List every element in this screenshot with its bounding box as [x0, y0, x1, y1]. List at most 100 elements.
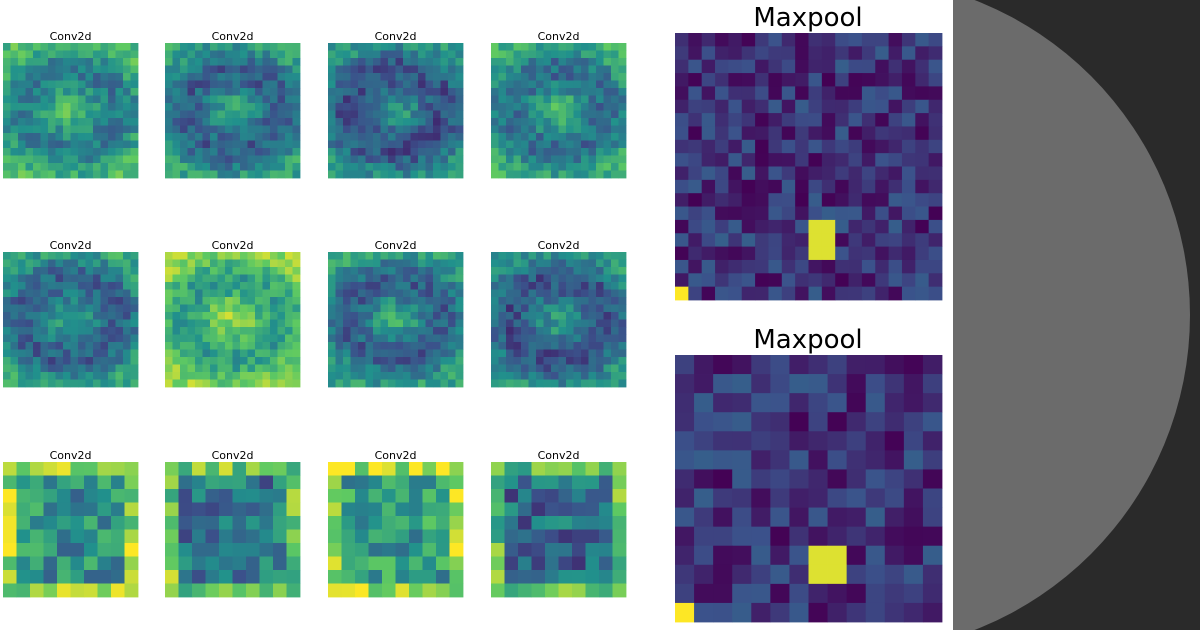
heatmap-cell: [861, 259, 876, 274]
heatmap-cell: [436, 543, 450, 557]
heatmap-cell: [217, 170, 226, 179]
heatmap-cell: [425, 133, 434, 141]
heatmap-cell: [491, 364, 499, 373]
heatmap-cell: [292, 259, 301, 268]
heatmap-cell: [70, 319, 79, 328]
heatmap-cell: [506, 163, 514, 171]
heatmap-cell: [618, 342, 627, 350]
heatmap-cell: [875, 153, 889, 167]
heatmap-cell: [422, 516, 437, 530]
heatmap-cell: [292, 364, 301, 373]
heatmap-cell: [395, 282, 404, 290]
heatmap-cell: [165, 529, 179, 544]
heatmap-cell: [350, 379, 359, 388]
heatmap-cell: [448, 140, 456, 149]
heatmap-cell: [611, 133, 619, 141]
heatmap-cell: [581, 259, 589, 268]
heatmap-cell: [18, 319, 26, 328]
heatmap-cell: [795, 286, 809, 301]
heatmap-cell: [388, 133, 396, 141]
heatmap-cell: [513, 364, 522, 373]
heatmap-cell: [581, 110, 589, 119]
heatmap-cell: [84, 570, 98, 584]
heatmap-cell: [585, 529, 600, 544]
heatmap-cell: [611, 334, 619, 343]
heatmap-cell: [388, 357, 396, 365]
heatmap-cell: [551, 163, 559, 171]
heatmap-cell: [418, 73, 426, 81]
heatmap-cell: [618, 125, 627, 134]
heatmap-cell: [536, 65, 544, 74]
heatmap-cell: [403, 50, 411, 59]
heatmap-cell: [388, 267, 396, 275]
heatmap-cell: [789, 393, 809, 413]
heatmap-cell: [728, 86, 743, 101]
heatmap-cell: [835, 86, 849, 101]
heatmap-cell: [48, 125, 56, 134]
heatmap-cell: [165, 58, 173, 66]
heatmap-cell: [558, 125, 567, 134]
heatmap-cell: [558, 502, 573, 517]
heatmap-cell: [861, 246, 876, 261]
heatmap-cell: [611, 148, 619, 156]
heatmap-cell: [270, 349, 278, 358]
heatmap-cell: [262, 304, 271, 313]
heatmap-cell: [455, 58, 464, 66]
panel-title: Conv2d: [212, 449, 254, 462]
heatmap-cell: [111, 583, 125, 598]
heatmap-cell: [618, 282, 627, 290]
heatmap-cell: [388, 372, 396, 380]
heatmap-cell: [588, 80, 597, 89]
heatmap-cell: [225, 103, 233, 111]
heatmap-cell: [795, 99, 809, 114]
heatmap-cell: [513, 267, 522, 275]
heatmap-cell: [240, 364, 248, 373]
heatmap-cell: [108, 43, 116, 51]
heatmap-cell: [172, 304, 181, 313]
heatmap-cell: [449, 556, 464, 571]
heatmap-cell: [247, 163, 256, 171]
heatmap-cell: [232, 289, 241, 298]
heatmap-cell: [210, 80, 218, 89]
heatmap-cell: [504, 475, 519, 490]
heatmap-cell: [403, 274, 411, 283]
heatmap-cell: [536, 274, 544, 283]
heatmap-cell: [63, 334, 71, 343]
heatmap-cell: [491, 570, 505, 584]
heatmap-cell: [10, 163, 19, 171]
heatmap-cell: [63, 379, 71, 388]
heatmap-cell: [425, 43, 434, 51]
heatmap-cell: [395, 65, 404, 74]
heatmap-cell: [418, 80, 426, 89]
heatmap-cell: [328, 140, 336, 149]
heatmap-cell: [225, 274, 233, 283]
heatmap-cell: [368, 489, 383, 503]
heatmap-cell: [418, 372, 426, 380]
heatmap-cell: [55, 297, 64, 305]
heatmap-cell: [343, 155, 351, 164]
heatmap-cell: [232, 570, 247, 584]
heatmap-cell: [247, 379, 256, 388]
heatmap-cell: [85, 342, 94, 350]
heatmap-cell: [581, 342, 589, 350]
heatmap-cell: [365, 80, 374, 89]
heatmap-cell: [558, 110, 567, 119]
heatmap-cell: [48, 342, 56, 350]
heatmap-cell: [603, 80, 612, 89]
heatmap-cell: [232, 475, 247, 490]
heatmap-cell: [247, 304, 256, 313]
heatmap-cell: [755, 113, 769, 127]
heatmap-cell: [130, 304, 139, 313]
heatmap-cell: [111, 475, 125, 490]
heatmap-cell: [425, 155, 434, 164]
heatmap-cell: [247, 267, 256, 275]
heatmap-cell: [440, 43, 449, 51]
heatmap-cell: [395, 155, 404, 164]
heatmap-cell: [100, 379, 109, 388]
heatmap-cell: [789, 355, 809, 375]
heatmap-cell: [33, 148, 41, 156]
heatmap-cell: [373, 43, 381, 51]
heatmap-cell: [343, 103, 351, 111]
heatmap-cell: [210, 349, 218, 358]
heatmap-cell: [449, 502, 464, 517]
